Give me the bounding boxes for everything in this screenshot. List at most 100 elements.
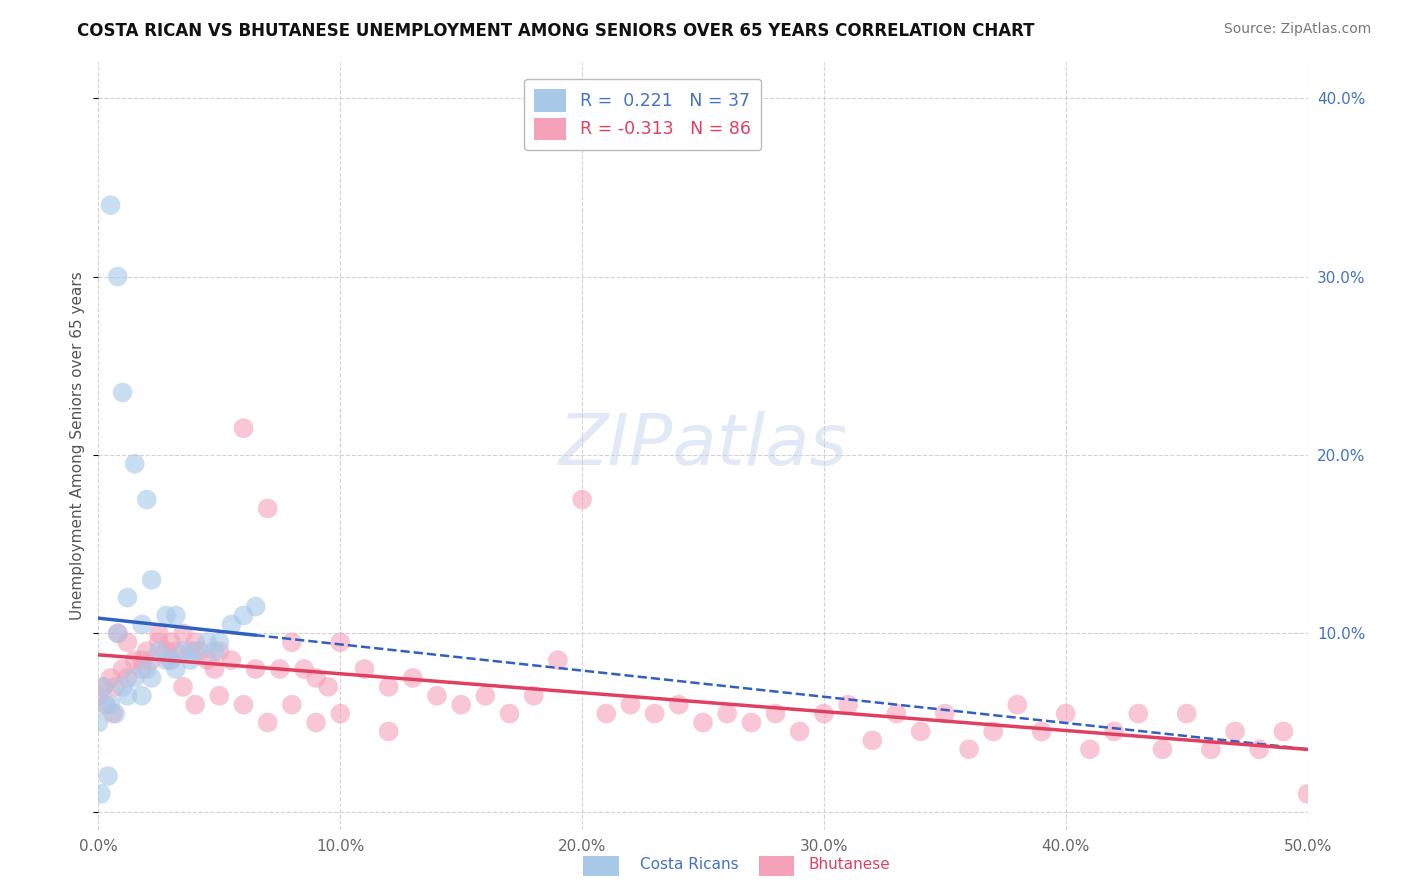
Point [245,599,267,614]
Point [155,608,177,623]
Point [256,715,278,730]
Point [91,680,114,694]
Point [172,626,194,640]
Point [402,671,425,685]
Point [221,617,243,632]
Point [101,706,124,721]
Point [141,653,163,667]
Point [498,706,520,721]
Text: Bhutanese: Bhutanese [808,857,890,872]
Point [87,715,110,730]
Point [571,492,593,507]
Point [165,644,187,658]
Point [131,617,153,632]
Point [1175,706,1198,721]
Point [1054,706,1077,721]
Point [94,698,117,712]
Point [426,689,449,703]
Point [692,715,714,730]
Point [100,198,122,212]
Point [124,653,146,667]
Point [111,680,134,694]
Point [135,492,157,507]
Point [1272,724,1295,739]
Point [172,680,194,694]
Point [155,653,177,667]
Point [148,644,170,658]
Point [281,635,304,649]
Point [111,662,134,676]
Point [117,671,139,685]
Point [188,644,211,658]
Point [1296,787,1319,801]
Point [281,698,304,712]
Point [305,671,328,685]
Text: Costa Ricans: Costa Ricans [640,857,738,872]
Point [377,680,399,694]
Point [1102,724,1125,739]
Point [221,653,243,667]
Point [765,706,787,721]
Point [124,457,146,471]
Point [886,706,908,721]
Point [141,573,163,587]
Point [94,698,117,712]
Point [292,662,315,676]
Point [104,680,127,694]
Point [329,706,352,721]
Point [184,635,207,649]
Point [131,653,153,667]
Point [204,644,226,658]
Point [165,662,187,676]
Point [100,698,122,712]
Point [208,689,231,703]
Point [740,715,762,730]
Point [957,742,980,756]
Point [305,715,328,730]
Point [90,787,112,801]
Point [107,626,129,640]
Point [245,662,267,676]
Point [87,689,110,703]
Point [644,706,666,721]
Point [155,644,177,658]
Point [148,626,170,640]
Point [450,698,472,712]
Point [141,671,163,685]
Point [789,724,811,739]
Point [107,269,129,284]
Point [135,644,157,658]
Point [269,662,291,676]
Point [208,635,231,649]
Point [1249,742,1271,756]
Y-axis label: Unemployment Among Seniors over 65 years: Unemployment Among Seniors over 65 years [70,272,86,620]
Point [184,644,207,658]
Point [329,635,352,649]
Point [547,653,569,667]
Point [377,724,399,739]
Point [208,644,231,658]
Point [131,662,153,676]
Point [1223,724,1246,739]
Point [837,698,859,712]
Point [111,385,134,400]
Point [165,608,187,623]
Point [124,671,146,685]
Point [813,706,835,721]
Point [232,421,254,435]
Point [474,689,496,703]
Point [195,653,218,667]
Point [117,635,139,649]
Text: ZIPatlas: ZIPatlas [558,411,848,481]
Point [91,680,114,694]
Point [910,724,932,739]
Point [668,698,690,712]
Point [595,706,617,721]
Point [1031,724,1053,739]
Point [1078,742,1101,756]
Point [232,608,254,623]
Point [160,635,183,649]
Point [179,653,201,667]
Point [316,680,339,694]
Point [256,501,278,516]
